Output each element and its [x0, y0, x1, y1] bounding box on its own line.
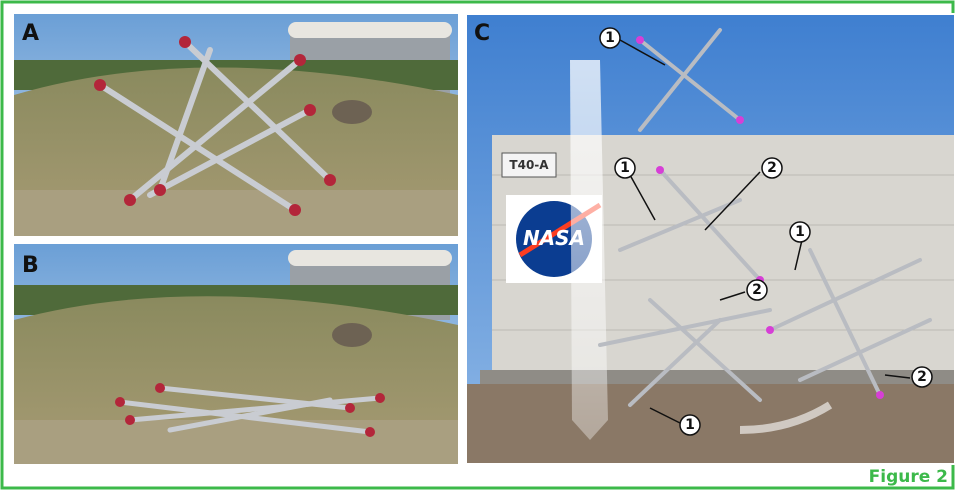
photo-b [14, 244, 458, 464]
panel-label: A [22, 21, 39, 46]
marker-label: 2 [917, 369, 927, 385]
marker-label: 1 [795, 224, 805, 240]
marker-label: 1 [685, 417, 695, 433]
nasa-logo: NASA [523, 226, 585, 250]
marker-label: 2 [752, 282, 762, 298]
photo-a [14, 14, 458, 236]
building-sign: T40-A [509, 158, 549, 172]
marker-label: 1 [620, 160, 630, 176]
panel-label: B [22, 253, 39, 278]
marker-label: 1 [605, 30, 615, 46]
marker-label: 2 [767, 160, 777, 176]
caption: Figure 2 [869, 467, 948, 487]
panel-label: C [474, 21, 490, 46]
figure: A B C T40-A NASA Figure 2 1 2 1 2 1 2 1 [0, 0, 955, 490]
